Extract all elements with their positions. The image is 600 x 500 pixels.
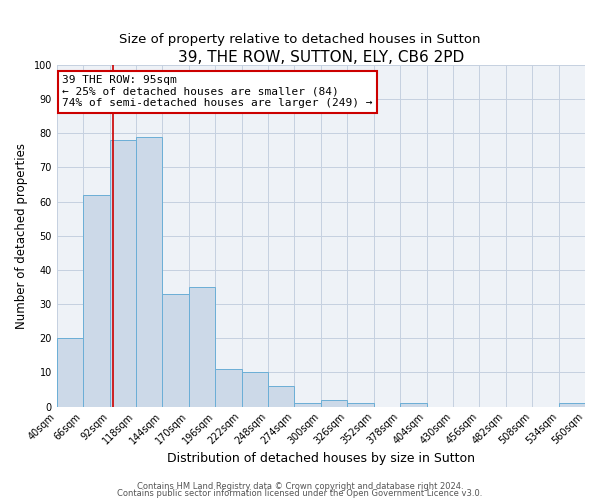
Bar (136, 136, 163, 406)
Text: Contains HM Land Registry data © Crown copyright and database right 2024.: Contains HM Land Registry data © Crown c… (137, 482, 463, 491)
Bar (110, 140, 136, 406)
Bar (400, 403, 427, 406)
X-axis label: Distribution of detached houses by size in Sutton: Distribution of detached houses by size … (167, 452, 475, 465)
Bar (321, 400, 347, 406)
Bar (163, 294, 189, 406)
Bar (215, 369, 242, 406)
Bar (268, 386, 295, 406)
Bar (57, 338, 83, 406)
Text: 39 THE ROW: 95sqm
← 25% of detached houses are smaller (84)
74% of semi-detached: 39 THE ROW: 95sqm ← 25% of detached hous… (62, 75, 373, 108)
Bar (83, 195, 110, 406)
Title: 39, THE ROW, SUTTON, ELY, CB6 2PD: 39, THE ROW, SUTTON, ELY, CB6 2PD (178, 50, 464, 65)
Bar (559, 403, 585, 406)
Bar (189, 287, 215, 406)
Y-axis label: Number of detached properties: Number of detached properties (15, 143, 28, 329)
Text: Contains public sector information licensed under the Open Government Licence v3: Contains public sector information licen… (118, 489, 482, 498)
Bar (295, 403, 321, 406)
Bar (347, 403, 374, 406)
Text: Size of property relative to detached houses in Sutton: Size of property relative to detached ho… (119, 32, 481, 46)
Bar (242, 372, 268, 406)
